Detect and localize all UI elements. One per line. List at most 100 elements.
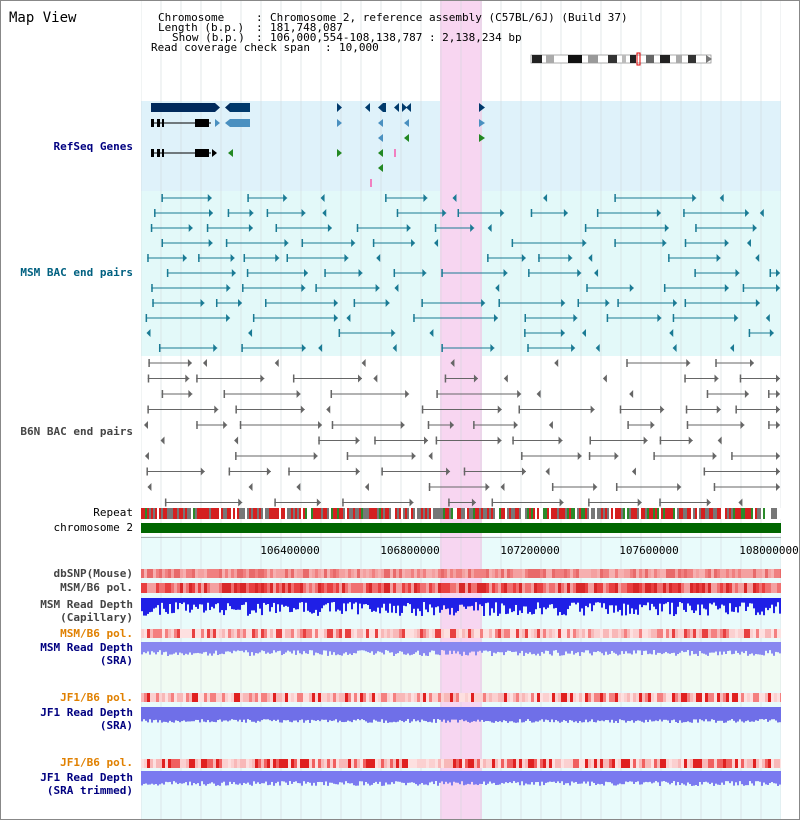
bac-end-pair[interactable]	[448, 498, 476, 507]
bac-end-pair[interactable]	[619, 405, 665, 414]
bac-end-pair[interactable]	[436, 390, 522, 398]
bac-end-marker[interactable]	[755, 254, 760, 262]
bac-end-marker[interactable]	[322, 209, 327, 217]
bac-end-marker[interactable]	[500, 483, 505, 491]
bac-end-marker[interactable]	[160, 436, 165, 445]
bac-end-pair[interactable]	[147, 374, 190, 383]
bac-end-pair[interactable]	[524, 314, 578, 322]
bac-end-pair[interactable]	[735, 405, 780, 414]
bac-end-pair[interactable]	[147, 254, 187, 262]
bac-end-marker[interactable]	[248, 483, 253, 491]
bac-end-pair[interactable]	[441, 269, 508, 277]
bac-end-marker[interactable]	[629, 390, 634, 398]
gene-block-1[interactable]	[151, 103, 215, 112]
bac-end-pair[interactable]	[161, 194, 212, 202]
bac-end-marker[interactable]	[746, 239, 751, 247]
bac-end-pair[interactable]	[769, 269, 780, 277]
bac-end-pair[interactable]	[421, 405, 502, 414]
bac-end-pair[interactable]	[356, 224, 411, 232]
bac-end-marker[interactable]	[326, 405, 331, 414]
bac-end-pair[interactable]	[353, 299, 390, 307]
bac-end-pair[interactable]	[653, 452, 717, 460]
bac-end-pair[interactable]	[518, 405, 595, 414]
track-label-jf1-depth-sra[interactable]: JF1 Read Depth	[40, 706, 133, 719]
bac-end-pair[interactable]	[225, 239, 289, 247]
bac-end-pair[interactable]	[713, 483, 780, 491]
bac-end-pair[interactable]	[626, 359, 691, 367]
bac-end-pair[interactable]	[663, 284, 729, 292]
bac-end-marker[interactable]	[429, 329, 434, 337]
bac-end-marker[interactable]	[147, 483, 152, 491]
bac-end-marker[interactable]	[487, 224, 492, 232]
bac-end-pair[interactable]	[742, 284, 780, 292]
bac-end-pair[interactable]	[196, 421, 228, 429]
bac-end-pair[interactable]	[396, 209, 447, 217]
bac-end-marker[interactable]	[495, 284, 500, 292]
track-label-b6n-bac[interactable]: B6N BAC end pairs	[20, 425, 133, 438]
bac-end-marker[interactable]	[545, 467, 550, 476]
bac-end-pair[interactable]	[521, 452, 582, 460]
bac-end-pair[interactable]	[206, 224, 253, 232]
bac-end-marker[interactable]	[376, 254, 381, 262]
chromosome-bar[interactable]	[141, 523, 781, 533]
bac-end-pair[interactable]	[498, 299, 566, 307]
bac-end-pair[interactable]	[739, 374, 780, 383]
bac-end-marker[interactable]	[361, 359, 366, 367]
bac-end-pair[interactable]	[228, 467, 271, 476]
track-label-refseq[interactable]: RefSeq Genes	[53, 140, 133, 153]
bac-end-pair[interactable]	[235, 452, 318, 460]
bac-end-marker[interactable]	[631, 467, 636, 476]
track-label-repeat[interactable]: Repeat	[93, 506, 133, 519]
bac-end-pair[interactable]	[672, 314, 739, 322]
bac-end-pair[interactable]	[246, 269, 308, 277]
bac-end-pair[interactable]	[768, 390, 780, 398]
bac-end-pair[interactable]	[584, 224, 669, 232]
bac-end-pair[interactable]	[275, 224, 332, 232]
bac-end-pair[interactable]	[381, 467, 451, 476]
bac-end-marker[interactable]	[248, 329, 253, 337]
bac-end-marker[interactable]	[543, 194, 548, 202]
bac-end-marker[interactable]	[318, 344, 323, 352]
bac-end-marker[interactable]	[582, 329, 587, 337]
bac-end-marker[interactable]	[765, 314, 770, 322]
bac-end-pair[interactable]	[668, 254, 721, 262]
bac-end-pair[interactable]	[530, 209, 568, 217]
bac-end-pair[interactable]	[346, 452, 416, 460]
bac-end-pair[interactable]	[152, 299, 205, 307]
chromosome-ideogram[interactable]	[526, 52, 716, 66]
bac-end-pair[interactable]	[227, 209, 254, 217]
bac-end-pair[interactable]	[524, 329, 565, 337]
track-label-msm-b6-pol-2[interactable]: MSM/B6 pol.	[60, 627, 133, 640]
bac-end-pair[interactable]	[703, 467, 780, 476]
bac-end-pair[interactable]	[457, 209, 505, 217]
bac-end-pair[interactable]	[161, 239, 213, 247]
bac-end-marker[interactable]	[503, 374, 508, 383]
bac-end-pair[interactable]	[617, 299, 678, 307]
bac-end-pair[interactable]	[614, 194, 697, 202]
bac-end-pair[interactable]	[198, 254, 235, 262]
bac-end-pair[interactable]	[715, 359, 755, 367]
bac-end-pair[interactable]	[324, 269, 363, 277]
bac-end-pair[interactable]	[223, 390, 301, 398]
bac-end-pair[interactable]	[166, 269, 236, 277]
bac-end-marker[interactable]	[274, 359, 279, 367]
bac-end-pair[interactable]	[393, 269, 427, 277]
bac-end-pair[interactable]	[444, 374, 478, 383]
bac-end-pair[interactable]	[586, 284, 634, 292]
bac-end-pair[interactable]	[241, 344, 306, 352]
bac-end-pair[interactable]	[318, 436, 360, 445]
repeat-track[interactable]	[141, 508, 781, 519]
bac-end-pair[interactable]	[695, 224, 757, 232]
bac-end-marker[interactable]	[428, 452, 433, 460]
bac-end-pair[interactable]	[239, 421, 323, 429]
track-label-msm-depth-cap[interactable]: MSM Read Depth	[40, 598, 133, 611]
bac-end-pair[interactable]	[606, 314, 662, 322]
bac-end-marker[interactable]	[669, 329, 674, 337]
bac-end-pair[interactable]	[252, 314, 338, 322]
bac-end-marker[interactable]	[392, 344, 397, 352]
bac-end-marker[interactable]	[595, 344, 600, 352]
bac-end-marker[interactable]	[738, 498, 743, 507]
bac-end-pair[interactable]	[146, 467, 205, 476]
bac-end-marker[interactable]	[719, 194, 724, 202]
